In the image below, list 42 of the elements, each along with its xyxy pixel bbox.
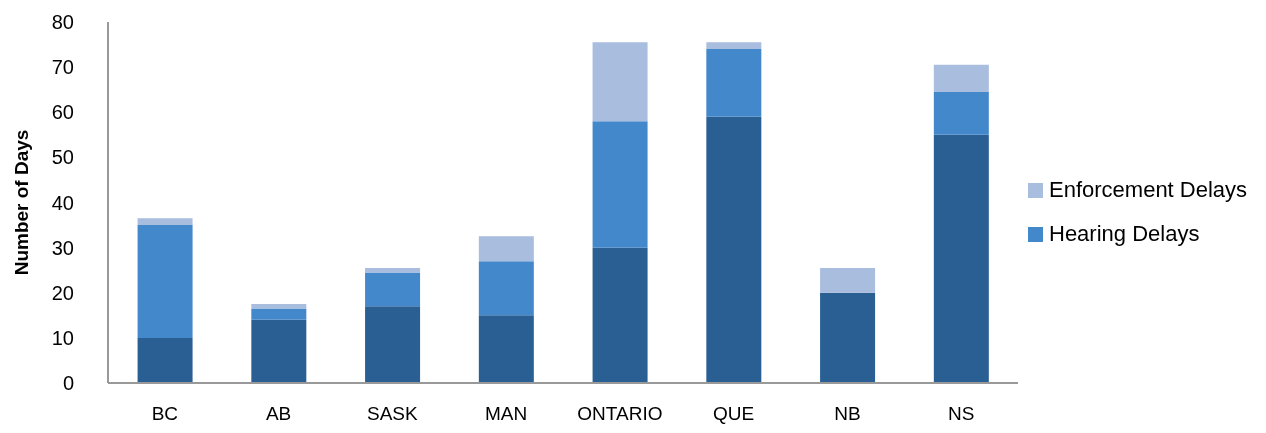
bar bbox=[706, 116, 762, 383]
y-tick-label: 60 bbox=[51, 101, 74, 124]
y-tick-label: 30 bbox=[51, 236, 74, 259]
x-tick-label: BC bbox=[151, 403, 179, 425]
bar bbox=[365, 272, 421, 307]
x-tick-label: SASK bbox=[367, 403, 419, 425]
legend-label: Hearing Delays bbox=[1049, 220, 1200, 247]
bar bbox=[706, 49, 762, 117]
bar bbox=[478, 236, 534, 262]
bar bbox=[933, 91, 989, 135]
bar bbox=[137, 225, 193, 338]
y-tick-label: 20 bbox=[51, 281, 74, 304]
bar bbox=[251, 304, 307, 309]
bar bbox=[820, 292, 876, 383]
y-tick-label: 0 bbox=[62, 372, 74, 395]
y-tick-label: 10 bbox=[51, 326, 74, 349]
bar bbox=[592, 121, 648, 248]
bar bbox=[478, 261, 534, 316]
y-axis-title: Number of Days bbox=[10, 129, 32, 276]
x-tick-label: QUE bbox=[713, 403, 755, 425]
y-tick-label: 80 bbox=[51, 11, 74, 34]
bar bbox=[820, 267, 876, 293]
bar bbox=[478, 315, 534, 383]
y-tick-label: 50 bbox=[51, 146, 74, 169]
x-tick-label: ONTARIO bbox=[577, 403, 663, 425]
bar bbox=[137, 218, 193, 226]
bar bbox=[137, 337, 193, 383]
x-tick-label: NS bbox=[947, 403, 975, 425]
x-tick-label: MAN bbox=[485, 403, 528, 425]
y-tick-label: 40 bbox=[51, 191, 74, 214]
bar bbox=[592, 247, 648, 383]
legend-label: Enforcement Delays bbox=[1049, 176, 1248, 203]
y-tick-label: 70 bbox=[51, 56, 74, 79]
bar bbox=[933, 64, 989, 92]
bar bbox=[251, 319, 307, 383]
bar bbox=[706, 42, 762, 50]
bar bbox=[365, 306, 421, 383]
bar bbox=[251, 308, 307, 320]
bar bbox=[933, 134, 989, 383]
bar bbox=[592, 42, 648, 122]
x-tick-label: AB bbox=[265, 403, 292, 425]
x-tick-label: NB bbox=[834, 403, 861, 425]
